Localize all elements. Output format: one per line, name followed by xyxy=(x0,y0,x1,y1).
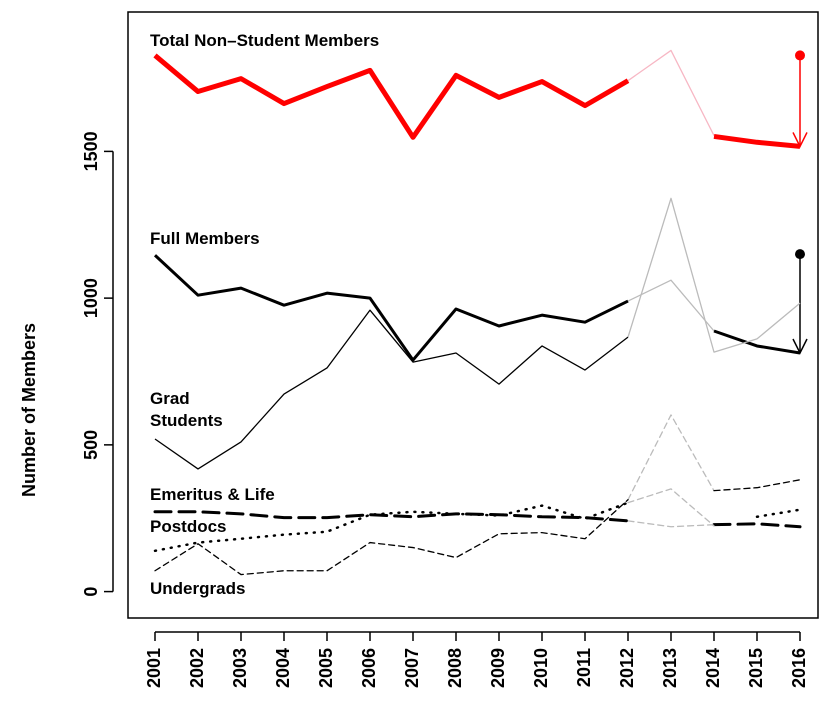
x-tick-label: 2006 xyxy=(359,648,379,688)
y-tick-label: 1000 xyxy=(81,278,101,318)
series-line xyxy=(153,510,630,523)
projection-line xyxy=(627,49,715,136)
x-tick-label: 2004 xyxy=(273,648,293,688)
projection-line xyxy=(627,279,715,332)
x-tick-label: 2016 xyxy=(789,648,809,688)
x-tick-label: 2002 xyxy=(187,648,207,688)
x-tick-label: 2011 xyxy=(574,648,594,687)
x-tick-label: 2015 xyxy=(746,648,766,688)
series-line xyxy=(755,508,802,519)
x-tick-label: 2009 xyxy=(488,648,508,688)
series-line xyxy=(153,254,629,362)
projection-line xyxy=(627,197,801,353)
arrow-head xyxy=(792,132,808,149)
series-label: Postdocs xyxy=(150,517,227,536)
y-axis-label: Number of Members xyxy=(19,323,39,497)
x-tick-label: 2005 xyxy=(316,648,336,688)
x-tick-label: 2008 xyxy=(445,648,465,688)
estimate-point xyxy=(795,249,805,260)
projection-line xyxy=(627,414,715,501)
x-tick-label: 2012 xyxy=(617,648,637,688)
series-line xyxy=(712,522,802,529)
projection-line xyxy=(627,520,715,528)
plot-frame xyxy=(127,11,819,619)
y-tick-label: 0 xyxy=(81,587,101,597)
series-label: Full Members xyxy=(150,229,260,248)
x-tick-label: 2001 xyxy=(144,648,164,688)
series-label: Undergrads xyxy=(150,579,246,598)
estimate-point xyxy=(795,50,805,61)
x-tick-label: 2010 xyxy=(531,648,551,688)
projection-line xyxy=(627,488,715,527)
x-tick-label: 2003 xyxy=(230,648,250,688)
series-label: Grad Students xyxy=(150,389,223,430)
x-tick-label: 2007 xyxy=(402,648,422,688)
series-line xyxy=(154,309,629,470)
series-line xyxy=(713,133,801,149)
series-line xyxy=(153,53,630,140)
series-label: Total Non–Student Members xyxy=(150,31,380,50)
arrow-head xyxy=(792,338,808,355)
series-line xyxy=(153,501,630,553)
x-tick-label: 2014 xyxy=(703,648,723,688)
x-tick-label: 2013 xyxy=(660,648,680,688)
y-tick-label: 500 xyxy=(81,430,101,460)
series-label: Emeritus & Life xyxy=(150,485,275,504)
series-line xyxy=(713,329,801,355)
series-line xyxy=(154,499,629,576)
y-tick-label: 1500 xyxy=(81,131,101,171)
series-line xyxy=(713,479,801,492)
